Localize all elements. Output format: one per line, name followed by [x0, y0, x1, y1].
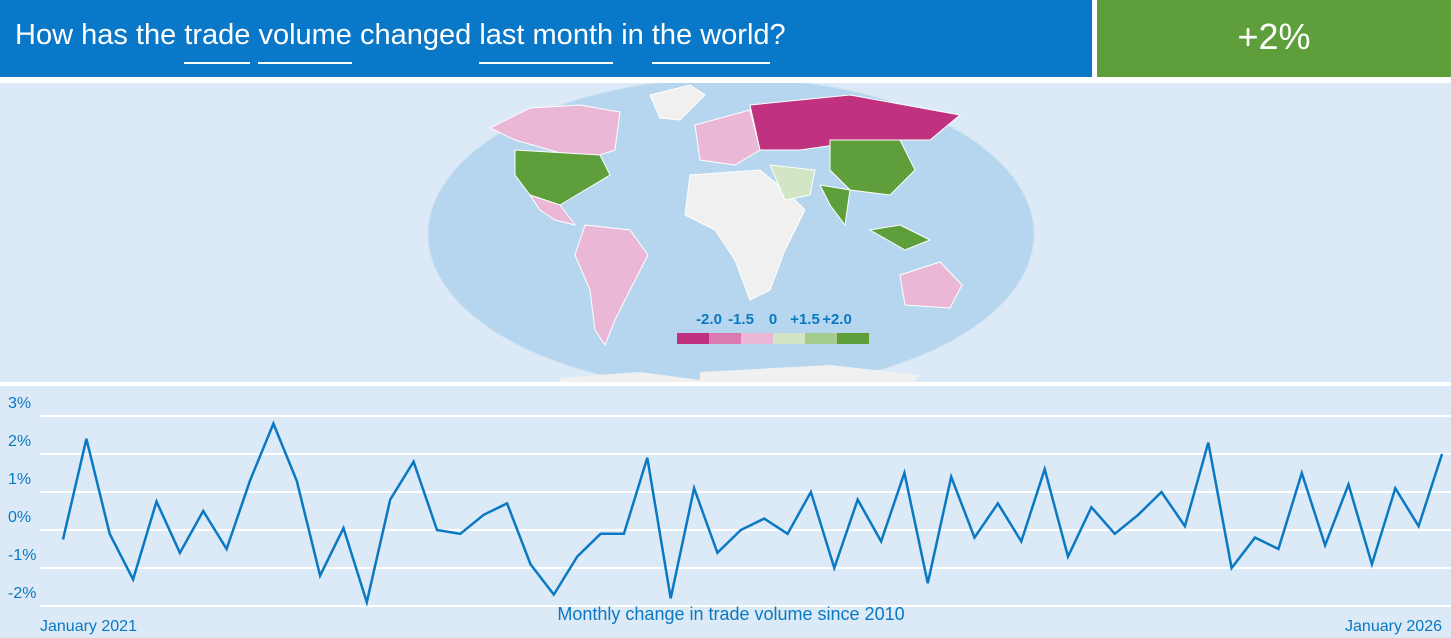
x-tick-label: January 2026 — [1345, 618, 1442, 635]
country — [868, 224, 932, 251]
legend-swatch — [709, 333, 741, 344]
chart-title: Monthly change in trade volume since 201… — [557, 604, 904, 624]
y-tick-label: 2% — [8, 433, 31, 450]
legend-swatch — [837, 333, 869, 344]
question: How has the trade volume changed last mo… — [0, 0, 1092, 77]
country — [829, 139, 916, 196]
legend-swatch — [677, 333, 709, 344]
y-tick-label: 0% — [8, 509, 31, 526]
data-line — [61, 420, 1444, 607]
legend-label: +2.0 — [822, 311, 852, 328]
legend-swatch — [773, 333, 805, 344]
legend-swatch — [805, 333, 837, 344]
country — [700, 365, 920, 382]
country — [694, 109, 761, 166]
y-tick-label: 1% — [8, 471, 31, 488]
country — [649, 84, 706, 121]
country — [514, 149, 611, 206]
country — [528, 194, 577, 226]
question-text: changed — [360, 19, 472, 51]
y-tick-label: -2% — [8, 585, 36, 602]
question-select[interactable]: volume — [258, 19, 352, 64]
legend-label: -1.5 — [728, 311, 754, 328]
legend-swatch — [741, 333, 773, 344]
y-tick-label: -1% — [8, 547, 36, 564]
country — [899, 261, 963, 309]
y-tick-label: 3% — [8, 395, 31, 412]
country — [769, 164, 816, 201]
question-select[interactable]: last month — [479, 19, 614, 64]
question-select[interactable]: the world — [651, 19, 770, 64]
question-text: in — [621, 19, 644, 51]
legend-label: -2.0 — [696, 311, 722, 328]
question-select[interactable]: trade — [184, 19, 251, 64]
country — [488, 104, 621, 161]
country — [560, 372, 700, 382]
legend-label: +1.5 — [790, 311, 820, 328]
x-tick-label: January 2021 — [40, 618, 137, 635]
answer: +2% — [1097, 0, 1451, 77]
legend-label: 0 — [769, 311, 777, 328]
country — [574, 224, 649, 347]
map — [427, 83, 1035, 382]
question-text: How has the — [15, 19, 177, 51]
map-legend: -2.0 -1.5 0 +1.5 +2.0 — [677, 311, 869, 344]
question-text: ? — [769, 19, 786, 51]
country — [819, 184, 851, 227]
chart-panel — [0, 386, 1451, 638]
